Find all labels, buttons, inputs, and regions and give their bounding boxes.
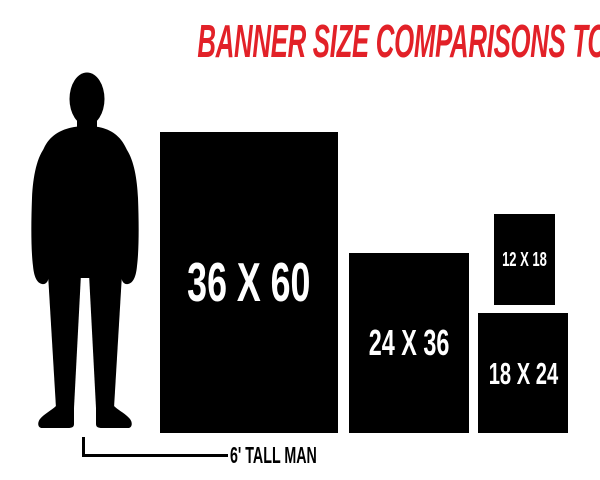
page-title: BANNER SIZE COMPARISONS TO SCALE <box>0 14 600 68</box>
man-right-foot <box>96 406 132 428</box>
banner-36x60-label: 36 X 60 <box>187 251 311 313</box>
man-hips <box>46 232 124 278</box>
banner-24x36: 24 X 36 <box>349 253 469 433</box>
callout-vertical-tick <box>82 437 85 456</box>
man-silhouette <box>31 72 139 428</box>
man-right-leg <box>89 274 122 408</box>
banner-36x60: 36 X 60 <box>160 132 338 433</box>
banner-12x18: 12 X 18 <box>494 214 555 305</box>
banner-18x24: 18 X 24 <box>478 313 568 433</box>
man-height-label: 6' TALL MAN <box>230 442 317 468</box>
man-left-foot <box>38 406 74 428</box>
man-left-leg <box>48 274 81 408</box>
banner-12x18-label: 12 X 18 <box>502 248 547 271</box>
banner-24x36-label: 24 X 36 <box>368 322 450 363</box>
callout-horizontal-line <box>82 454 228 457</box>
banner-18x24-label: 18 X 24 <box>488 355 558 391</box>
man-height-callout: 6' TALL MAN <box>230 443 370 468</box>
page-title-text: BANNER SIZE COMPARISONS TO SCALE <box>197 15 600 67</box>
